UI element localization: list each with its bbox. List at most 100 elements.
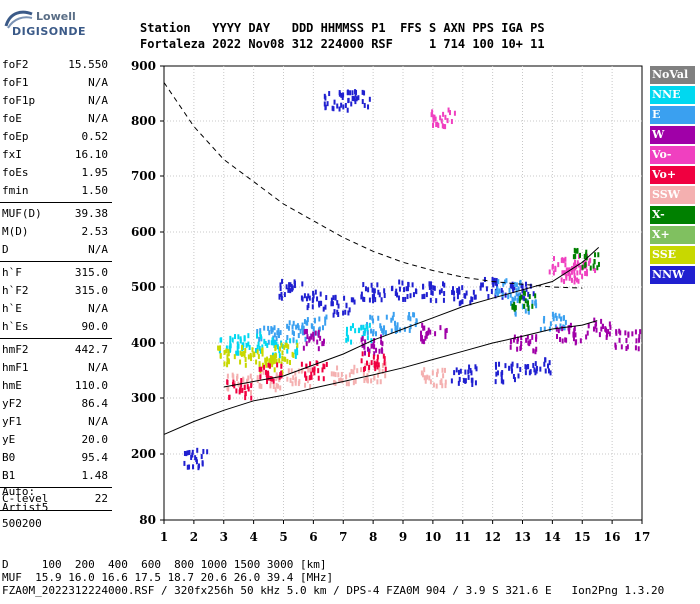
echo-mark-e [295,324,298,330]
echo-mark-ssw [442,373,445,379]
echo-mark-w [634,329,637,335]
echo-mark-vo [317,368,320,374]
echo-mark-sse [240,351,243,357]
echo-mark-ssw [367,367,370,373]
echo-mark-nnw [352,297,355,303]
echo-mark-vo [570,277,573,283]
echo-mark-nnw [347,310,350,316]
echo-mark-ssw [294,370,297,376]
echo-mark-sse [244,362,247,368]
echo-mark-ssw [247,375,250,381]
echo-mark-w [587,323,590,329]
echo-mark-w [534,349,537,355]
echo-mark-nne [281,343,284,349]
echo-mark-ssw [376,372,379,378]
echo-mark-ssw [376,379,379,385]
echo-mark-nnw [549,370,552,376]
x-tick-label: 14 [544,530,561,544]
echo-mark-ssw [289,377,292,383]
echo-mark-vo [572,263,575,269]
param-value: 1.50 [81,184,109,197]
echo-mark-vo [250,383,253,389]
echo-mark-nnw [502,379,505,385]
echo-mark-sse [273,354,276,360]
echo-mark-nnw [532,362,535,368]
echo-mark-e [371,315,374,321]
echo-mark-vo [560,257,563,263]
echo-mark-e [415,319,418,325]
echo-mark-nnw [509,283,512,289]
echo-mark-nnw [412,292,415,298]
echo-mark-nnw [394,290,397,296]
echo-mark-w [317,346,320,352]
echo-mark-w [312,331,315,337]
echo-mark-ssw [381,362,384,368]
echo-mark-w [574,332,577,338]
echo-mark-nnw [534,370,537,376]
echo-mark-vo [433,114,436,120]
echo-mark-e [372,331,375,337]
echo-mark-nnw [323,101,326,107]
echo-mark-x [519,295,522,301]
echo-mark-nnw [463,293,466,299]
param-value: 15.550 [68,58,108,71]
echo-mark-ssw [352,369,355,375]
echo-mark-nnw [529,283,532,289]
echo-mark-vo [271,376,274,382]
echo-mark-nnw [330,297,333,303]
echo-mark-nnw [347,98,350,104]
echo-mark-e [374,331,377,337]
echo-mark-w [317,332,320,338]
echo-mark-e [366,329,369,335]
echo-mark-nnw [191,452,194,458]
echo-mark-vo [594,268,597,274]
echo-mark-nnw [196,447,199,453]
echo-mark-nne [294,353,297,359]
echo-mark-w [378,348,381,354]
echo-mark-e [513,281,516,287]
echo-mark-x [520,294,523,300]
echo-mark-nnw [202,448,205,454]
echo-mark-sse [286,358,289,364]
echo-mark-e [305,320,308,326]
echo-mark-nnw [458,289,461,295]
echo-mark-ssw [260,383,263,389]
echo-mark-sse [226,362,229,368]
param-separator [0,338,112,339]
echo-mark-w [607,329,610,335]
echo-mark-w [532,348,535,354]
echo-mark-ssw [262,369,265,375]
echo-mark-w [586,330,589,336]
echo-mark-nnw [363,102,366,108]
echo-mark-ssw [444,379,447,385]
echo-mark-nnw [371,294,374,300]
echo-mark-vo [233,383,236,389]
echo-mark-e [385,314,388,320]
echo-mark-w [364,339,367,345]
echo-mark-x [572,254,575,260]
echo-mark-nnw [312,290,315,296]
echo-mark-w [535,334,538,340]
echo-mark-nne [259,334,262,340]
legend-item-vo: Vo+ [650,166,695,184]
x-tick-label: 11 [454,530,471,544]
echo-mark-sse [244,347,247,353]
echo-mark-w [319,335,322,341]
echo-mark-nnw [293,283,296,289]
echo-mark-vo [244,391,247,397]
echo-mark-e [279,330,282,336]
echo-mark-e [396,322,399,328]
echo-mark-nnw [376,282,379,288]
trace-line-lower [163,320,598,435]
echo-mark-nnw [278,294,281,300]
echo-mark-vo [435,122,438,128]
echo-mark-sse [223,361,226,367]
param-value: N/A [88,94,108,107]
echo-mark-nne [248,345,251,351]
echo-mark-sse [296,342,299,348]
echo-mark-nnw [307,302,310,308]
echo-mark-e [372,318,375,324]
echo-mark-ssw [339,377,342,383]
echo-mark-ssw [269,379,272,385]
echo-mark-nne [237,334,240,340]
